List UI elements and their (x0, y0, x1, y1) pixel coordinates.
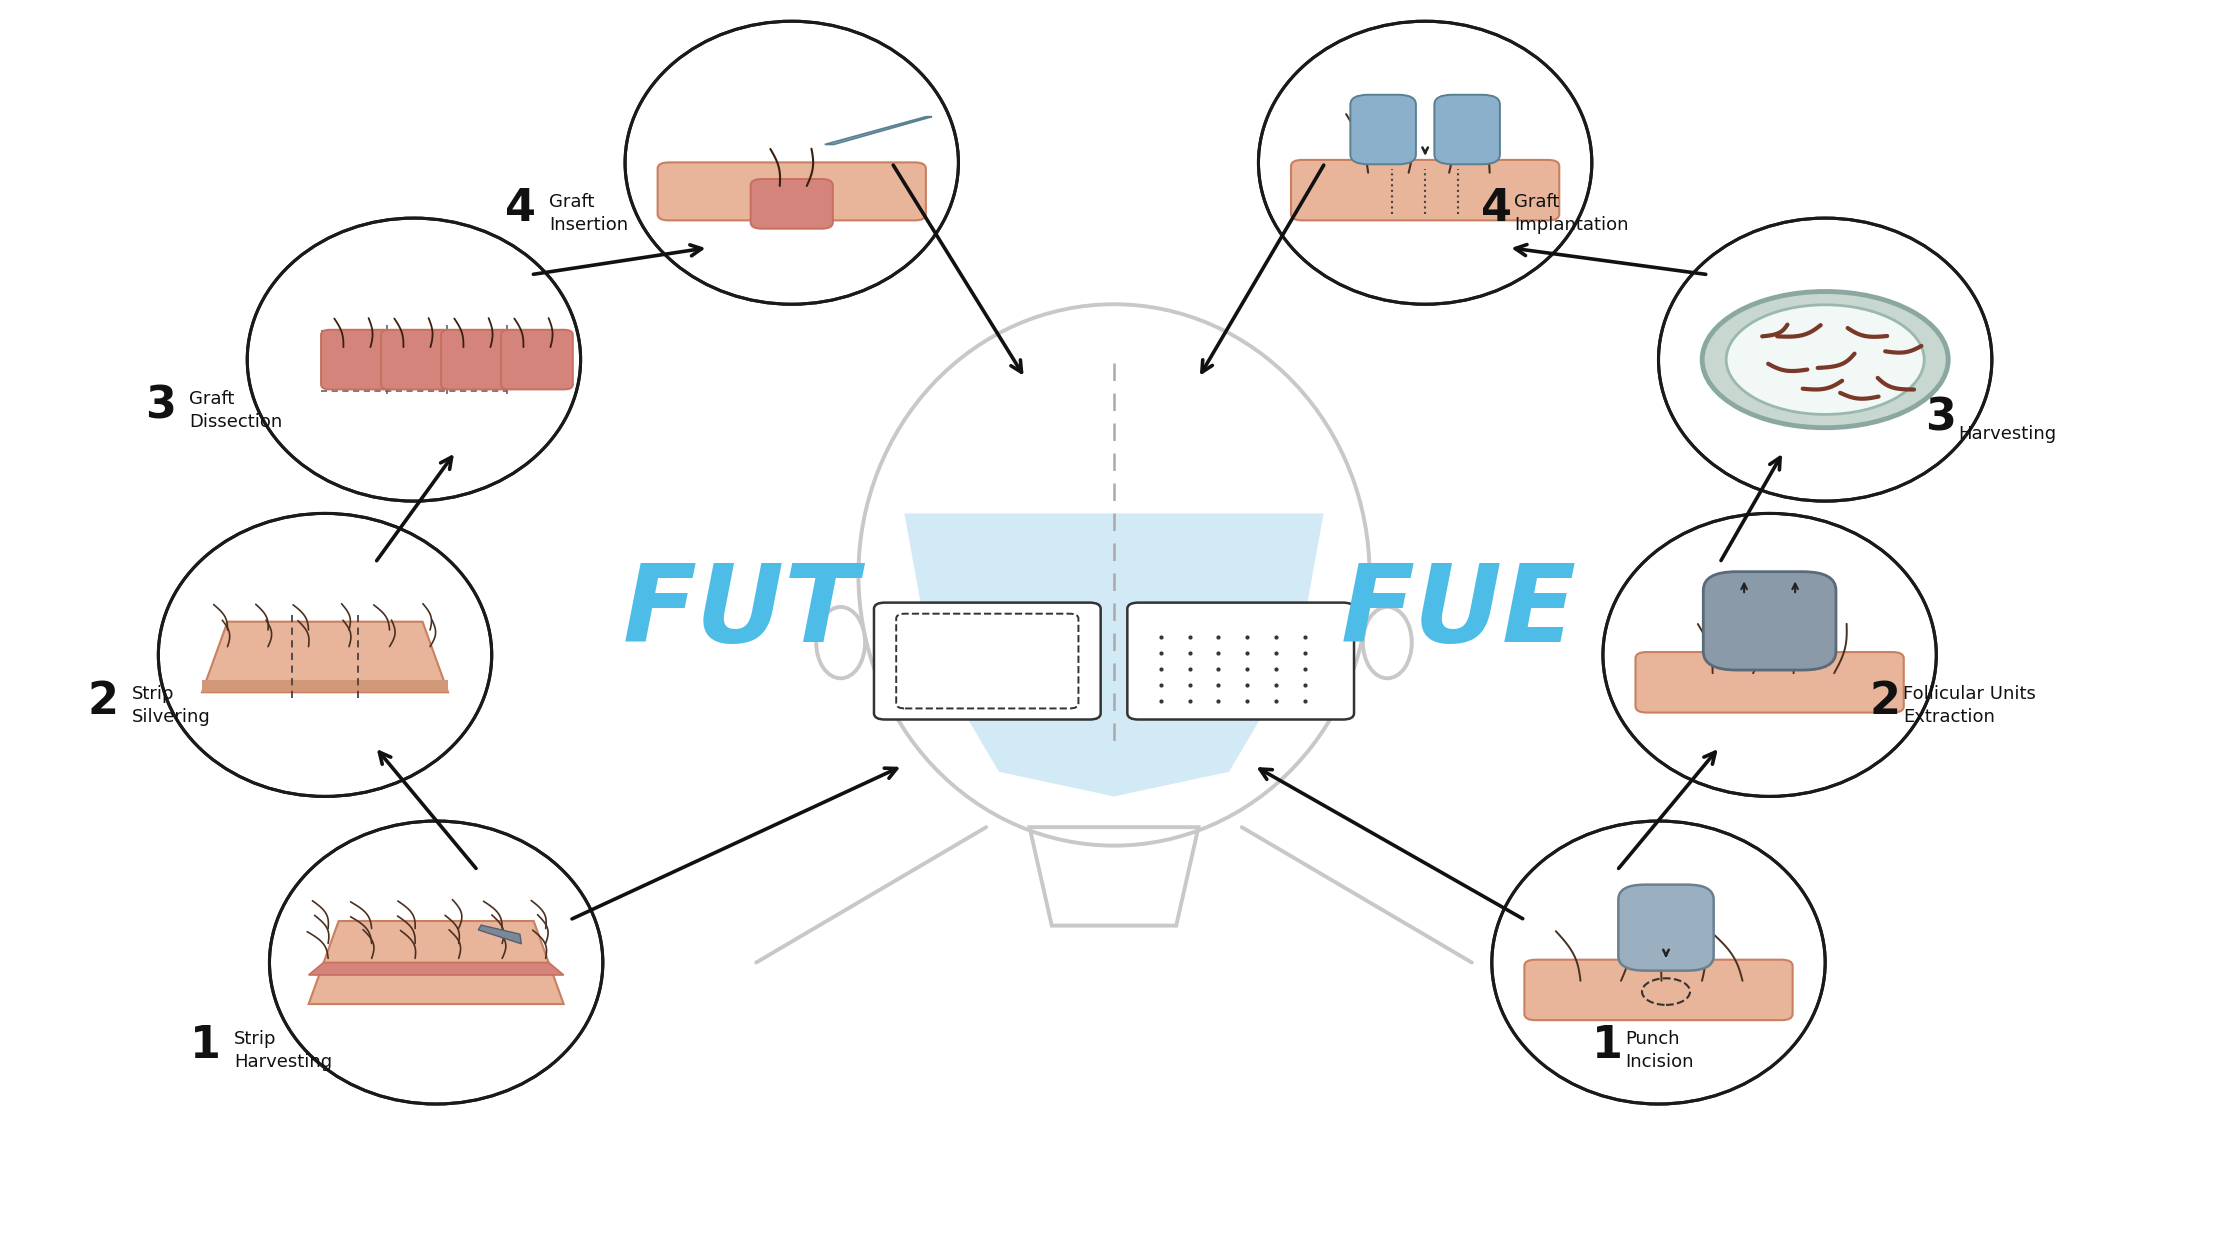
Ellipse shape (1364, 607, 1413, 679)
Text: Graft
Dissection: Graft Dissection (189, 391, 283, 431)
Polygon shape (310, 921, 564, 1004)
FancyBboxPatch shape (657, 162, 927, 220)
Circle shape (1727, 305, 1925, 414)
Text: 1: 1 (189, 1025, 221, 1067)
Text: 4: 4 (506, 188, 537, 230)
FancyBboxPatch shape (1350, 95, 1417, 164)
FancyBboxPatch shape (751, 179, 833, 229)
Text: Follicular Units
Extraction: Follicular Units Extraction (1903, 686, 2036, 727)
FancyBboxPatch shape (441, 330, 512, 389)
FancyBboxPatch shape (1127, 603, 1355, 719)
Polygon shape (479, 926, 521, 944)
FancyBboxPatch shape (873, 603, 1101, 719)
Text: Strip
Silvering: Strip Silvering (131, 686, 209, 727)
Circle shape (1702, 292, 1947, 428)
Text: Punch
Incision: Punch Incision (1624, 1030, 1693, 1070)
Text: Graft
Insertion: Graft Insertion (550, 193, 628, 234)
Text: Harvesting: Harvesting (1958, 425, 2056, 444)
Ellipse shape (158, 513, 492, 796)
Text: Graft
Implantation: Graft Implantation (1515, 193, 1629, 234)
Polygon shape (310, 963, 564, 975)
FancyBboxPatch shape (321, 330, 392, 389)
FancyBboxPatch shape (381, 330, 452, 389)
Polygon shape (824, 116, 931, 145)
Text: 1: 1 (1591, 1025, 1622, 1067)
FancyBboxPatch shape (501, 330, 573, 389)
Polygon shape (203, 622, 448, 692)
FancyBboxPatch shape (1435, 95, 1499, 164)
Text: FUT: FUT (622, 559, 858, 665)
FancyBboxPatch shape (1702, 572, 1836, 670)
Ellipse shape (858, 304, 1370, 845)
Ellipse shape (815, 607, 864, 679)
Text: 4: 4 (1482, 188, 1513, 230)
FancyBboxPatch shape (1290, 159, 1560, 220)
Text: 3: 3 (145, 384, 176, 428)
Ellipse shape (1602, 513, 1936, 796)
Ellipse shape (1658, 218, 1992, 501)
Ellipse shape (1493, 821, 1825, 1104)
Ellipse shape (270, 821, 604, 1104)
Polygon shape (905, 513, 1323, 796)
Text: 3: 3 (1925, 397, 1956, 440)
Polygon shape (1029, 827, 1199, 926)
Text: 2: 2 (87, 680, 118, 723)
FancyBboxPatch shape (1635, 653, 1903, 713)
Ellipse shape (247, 218, 582, 501)
Ellipse shape (1259, 21, 1591, 304)
FancyBboxPatch shape (1524, 959, 1794, 1020)
Ellipse shape (626, 21, 958, 304)
Text: FUE: FUE (1341, 559, 1577, 665)
FancyBboxPatch shape (1618, 885, 1713, 970)
Text: Strip
Harvesting: Strip Harvesting (234, 1030, 332, 1070)
Text: 2: 2 (1869, 680, 1900, 723)
Polygon shape (203, 680, 448, 692)
